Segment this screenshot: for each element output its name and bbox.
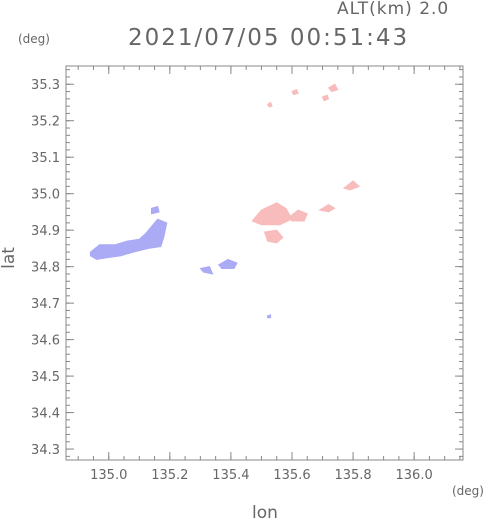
x-tick-label: 136.0 [396,468,433,483]
x-axis-unit: (deg) [452,484,484,498]
chart-title-timestamp: 2021/07/05 00:51:43 [128,25,410,51]
x-tick-label: 135.8 [334,468,371,483]
y-tick-label: 34.8 [31,261,60,276]
pink-central-cluster [251,202,293,226]
blue-mid-blob-2 [217,258,238,269]
y-tick-label: 35.1 [31,151,60,166]
y-tick-label: 34.7 [31,297,60,312]
echo-regions-layer [89,83,361,319]
x-tick-label: 135.2 [151,468,188,483]
blue-speck [267,314,272,319]
y-tick-label: 34.9 [31,224,60,239]
y-tick-label: 35.3 [31,78,60,93]
pink-north-3 [291,89,299,96]
blue-west-cluster [89,218,168,260]
pink-north-4 [266,101,273,108]
y-axis-unit: (deg) [18,32,50,46]
y-tick-label: 34.4 [31,407,60,422]
axes-layer: 135.0 135.2 135.4 135.6 135.8 136.0 34.3 34.4 34… [31,65,464,483]
y-tick-label: 35.0 [31,188,60,203]
pink-east-2 [318,204,336,213]
y-tick-label: 34.3 [31,443,60,458]
blue-mid-blob-1 [199,266,214,275]
y-tick-label: 35.2 [31,115,60,130]
x-tick-label: 135.0 [90,468,127,483]
plot-frame [65,65,464,461]
y-tick-label: 34.5 [31,370,60,385]
pink-east-3 [342,180,361,191]
pink-east-1 [288,209,308,222]
y-tick-label: 34.6 [31,334,60,349]
pink-north-2 [321,94,330,102]
pink-north-1 [327,83,339,93]
pink-central-lower [263,229,284,244]
x-tick-label: 135.4 [212,468,249,483]
x-tick-label: 135.6 [273,468,310,483]
x-axis-title: lon [252,503,278,523]
altitude-label: ALT(km) 2.0 [337,0,450,19]
blue-north-blob [151,205,160,215]
